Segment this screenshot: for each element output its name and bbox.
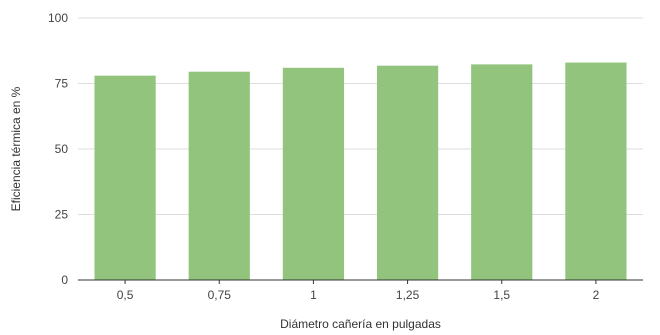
bar-1 [282,67,345,280]
bar-1-5 [471,64,533,281]
x-tick-label: 1,5 [493,288,510,302]
x-tick-label: 0,5 [117,288,134,302]
x-tick-label: 2 [593,288,600,302]
x-axis-ticks: 0,5 0,75 1 1,25 1,5 2 [117,280,600,302]
bar-0-75 [188,71,250,281]
x-tick-label: 0,75 [208,288,232,302]
bars [94,62,627,281]
y-tick-label: 100 [48,11,68,25]
x-tick-label: 1 [310,288,317,302]
y-axis-ticks: 0 25 50 75 100 [48,11,68,287]
x-axis-title: Diámetro cañería en pulgadas [280,317,441,331]
y-tick-label: 0 [61,273,68,287]
x-tick-label: 1,25 [396,288,420,302]
y-tick-label: 25 [55,208,69,222]
bar-0-5 [94,75,156,280]
y-axis-title: Eficiencia térmica en % [9,86,23,211]
y-tick-label: 75 [55,77,69,91]
bar-1-25 [376,65,439,281]
bar-2 [565,62,627,280]
y-tick-label: 50 [55,142,69,156]
grid-lines [78,17,643,215]
